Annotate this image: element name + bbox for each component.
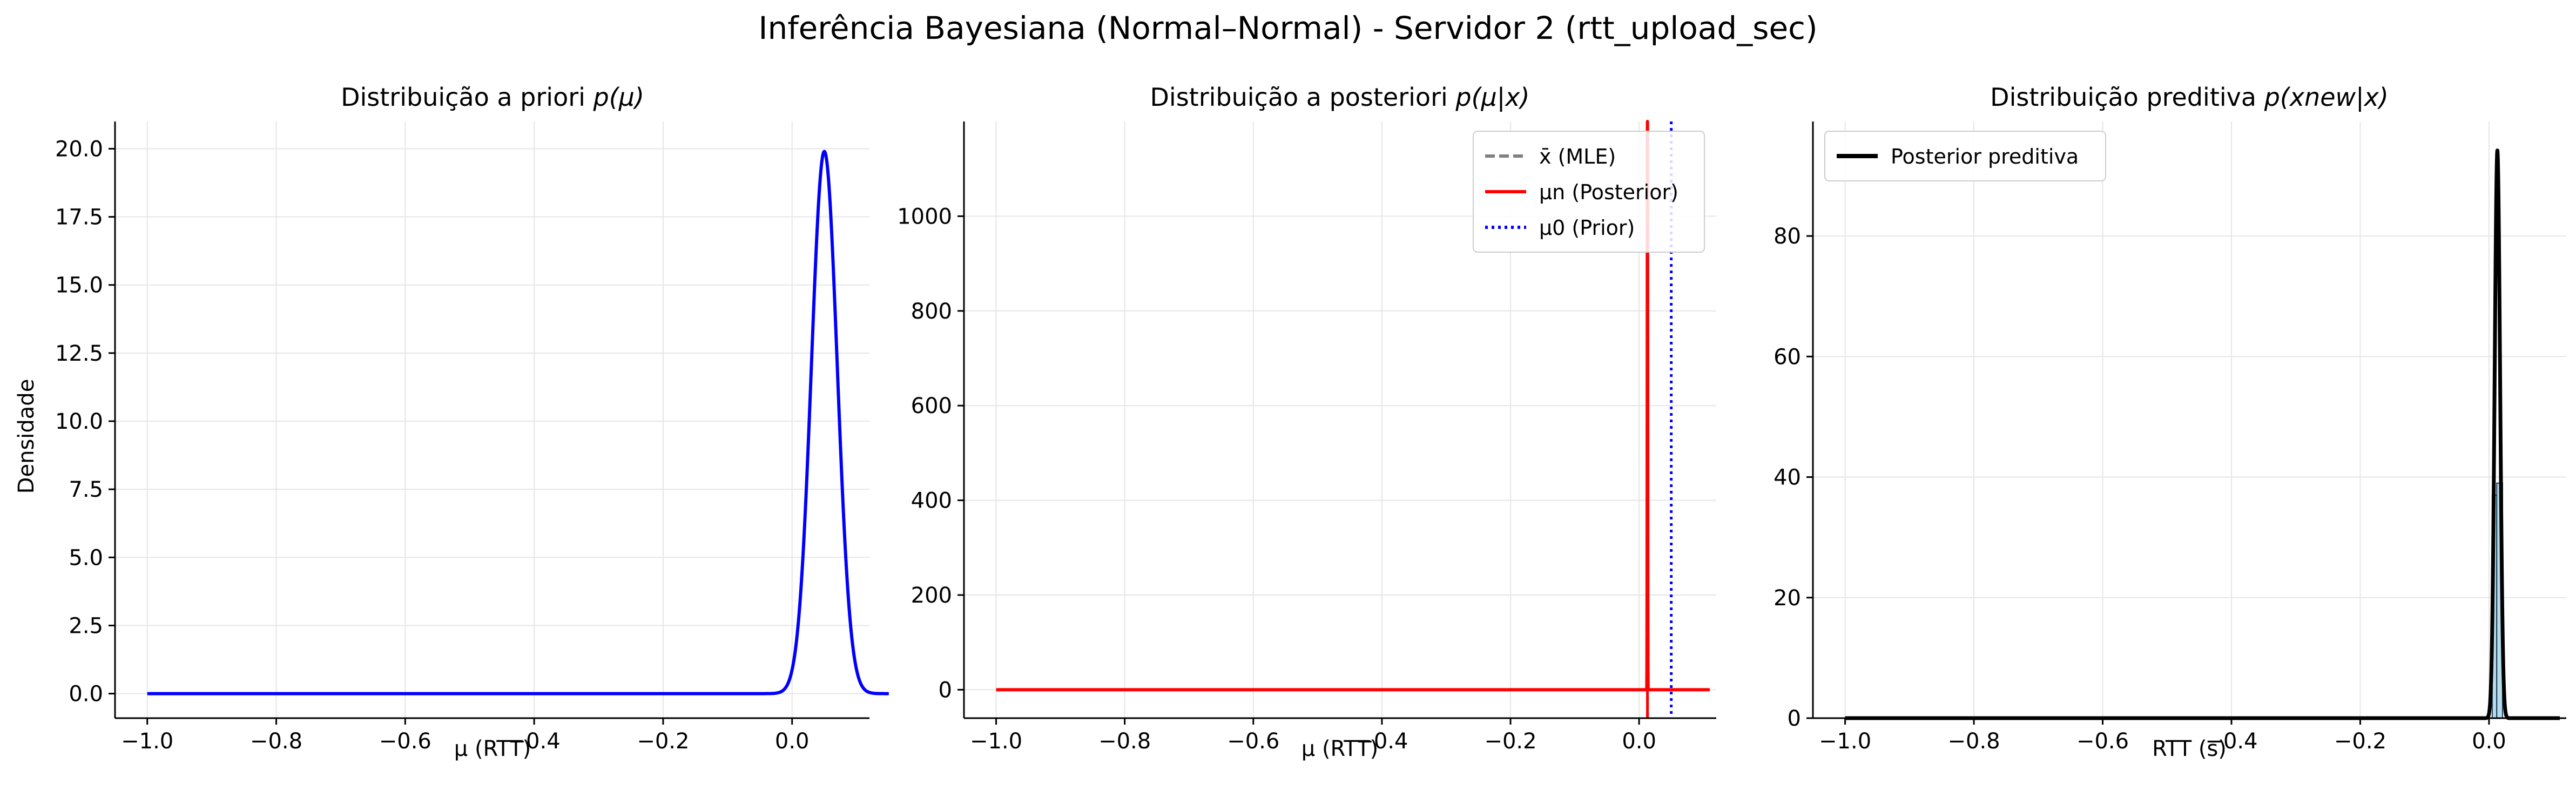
posterior-ytick-label: 600 xyxy=(911,394,952,418)
prior-ytick-label: 0.0 xyxy=(69,682,103,707)
prior-title: Distribuição a priori p(μ) xyxy=(341,83,644,112)
posterior-title: Distribuição a posteriori p(μ|x) xyxy=(1150,83,1530,112)
prior-ytick-label: 2.5 xyxy=(69,613,103,638)
predictive-ytick-label: 0 xyxy=(1788,706,1801,731)
posterior-legend-box xyxy=(1473,131,1705,253)
posterior-legend-label: x̄ (MLE) xyxy=(1539,145,1616,168)
prior-xtick-label: −1.0 xyxy=(121,729,173,754)
predictive-title-math: p(xnew|x) xyxy=(2264,83,2389,112)
prior-xtick-label: −0.8 xyxy=(250,729,302,754)
figure-suptitle: Inferência Bayesiana (Normal–Normal) - S… xyxy=(758,10,1817,46)
predictive-xtick-label: −0.2 xyxy=(2334,729,2386,754)
predictive-xtick-label: 0.0 xyxy=(2472,729,2506,754)
posterior-ytick-label: 400 xyxy=(911,489,952,514)
posterior-legend-label: μ0 (Prior) xyxy=(1539,216,1635,240)
prior-ytick-label: 17.5 xyxy=(55,205,103,230)
predictive-ytick-label: 20 xyxy=(1773,586,1801,611)
posterior-xlabel: μ (RTT) xyxy=(1302,737,1378,761)
prior-xtick-label: −0.2 xyxy=(637,729,689,754)
posterior-xtick-label: 0.0 xyxy=(1622,729,1656,754)
posterior-xtick-label: −0.6 xyxy=(1227,729,1279,754)
predictive-legend-box xyxy=(1824,131,2106,181)
posterior-ytick-label: 200 xyxy=(911,583,952,608)
prior-density-curve xyxy=(146,150,891,695)
predictive-panel: Distribuição preditiva p(xnew|x) RTT (s)… xyxy=(1773,83,2566,761)
prior-xtick-label: −0.4 xyxy=(508,729,561,754)
predictive-ytick-label: 60 xyxy=(1773,344,1801,369)
prior-xtick-label: 0.0 xyxy=(775,729,810,754)
prior-xtick-label: −0.6 xyxy=(379,729,431,754)
predictive-xtick-label: −0.4 xyxy=(2205,729,2257,754)
predictive-ytick-label: 40 xyxy=(1773,465,1801,490)
posterior-ytick-label: 0 xyxy=(939,678,952,702)
posterior-panel: Distribuição a posteriori p(μ|x) μ (RTT)… xyxy=(897,83,1716,761)
prior-title-math: p(μ) xyxy=(593,83,644,112)
posterior-ytick-label: 800 xyxy=(911,299,952,324)
prior-ylabel: Densidade xyxy=(14,379,39,494)
prior-ytick-label: 10.0 xyxy=(55,409,103,434)
predictive-legend-label: Posterior preditiva xyxy=(1891,145,2079,168)
posterior-xtick-label: −0.8 xyxy=(1098,729,1151,754)
predictive-xtick-label: −0.6 xyxy=(2076,729,2129,754)
posterior-xtick-label: −1.0 xyxy=(970,729,1022,754)
prior-panel: Distribuição a priori p(μ) μ (RTT) Densi… xyxy=(14,83,891,761)
prior-ytick-label: 5.0 xyxy=(69,545,103,570)
prior-xlabel: μ (RTT) xyxy=(454,737,531,761)
prior-ytick-label: 20.0 xyxy=(55,137,103,161)
prior-ytick-label: 15.0 xyxy=(55,273,103,298)
prior-title-text: Distribuição a priori xyxy=(341,83,585,112)
prior-ytick-label: 12.5 xyxy=(55,341,103,366)
posterior-ytick-label: 1000 xyxy=(897,204,952,229)
posterior-legend-label: μn (Posterior) xyxy=(1539,180,1678,204)
predictive-title-text: Distribuição preditiva xyxy=(1990,83,2256,112)
predictive-xtick-label: −0.8 xyxy=(1948,729,2000,754)
posterior-xtick-label: −0.4 xyxy=(1356,729,1408,754)
predictive-xlabel: RTT (s) xyxy=(2152,737,2227,761)
posterior-title-math: p(μ|x) xyxy=(1455,83,1529,112)
predictive-xtick-label: −1.0 xyxy=(1819,729,1871,754)
predictive-title: Distribuição preditiva p(xnew|x) xyxy=(1990,83,2389,112)
predictive-ytick-label: 80 xyxy=(1773,224,1801,249)
posterior-xtick-label: −0.2 xyxy=(1484,729,1536,754)
prior-ytick-label: 7.5 xyxy=(69,477,103,502)
posterior-title-text: Distribuição a posteriori xyxy=(1150,83,1448,112)
